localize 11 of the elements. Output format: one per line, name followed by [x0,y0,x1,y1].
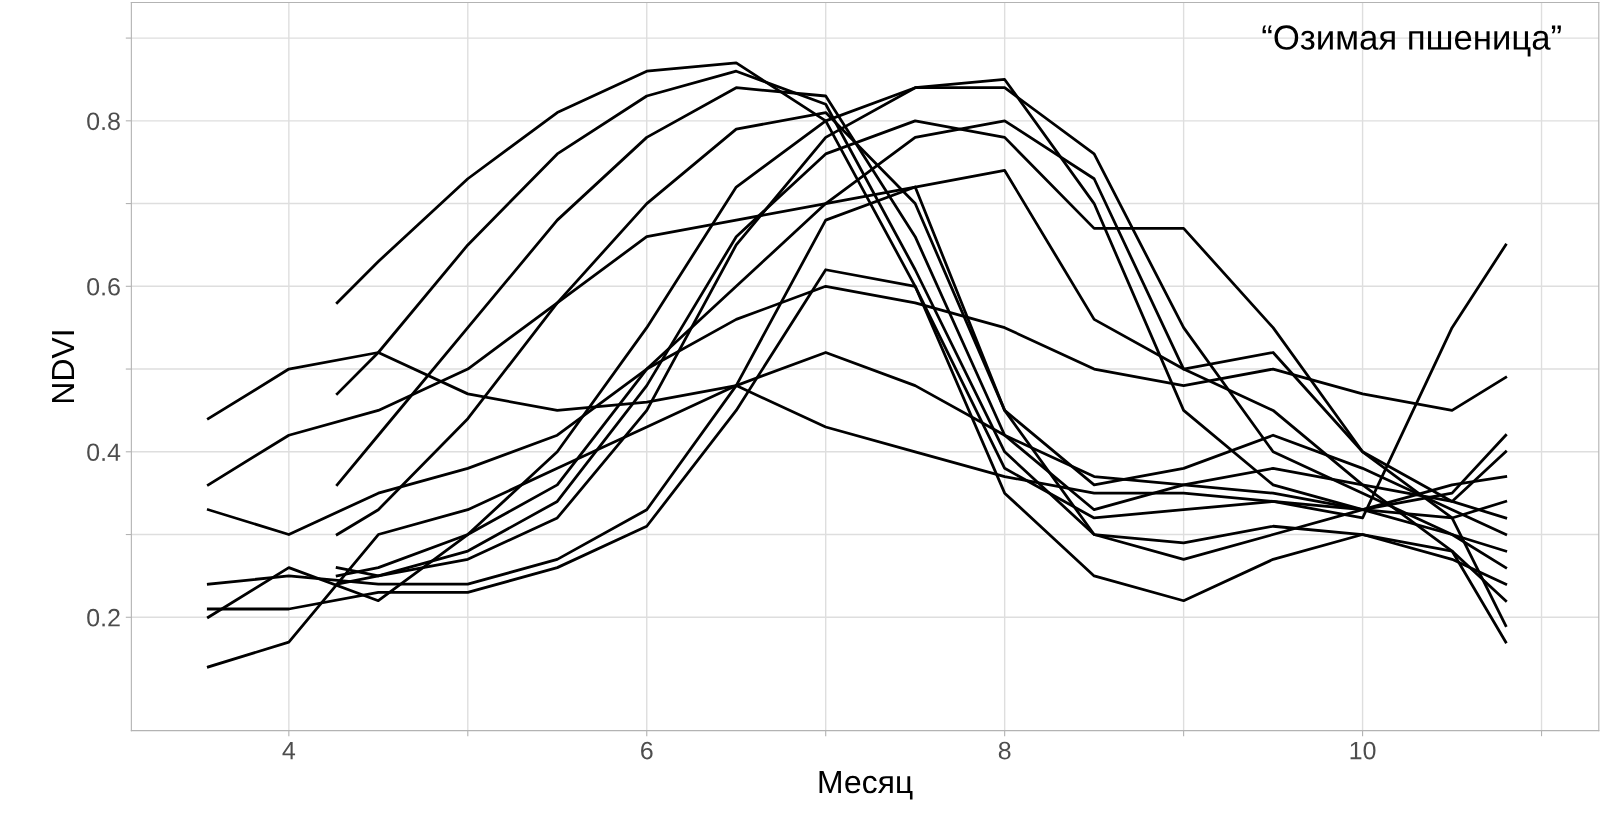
y-tick-label: 0.2 [87,608,120,627]
x-tick-label: 10 [1350,741,1376,760]
x-axis-title: Месяц [819,771,913,800]
x-tick-label: 8 [998,741,1011,760]
y-tick-label: 0.6 [87,277,120,296]
y-tick-label: 0.8 [87,112,120,131]
y-axis-title: NDVI [52,331,75,403]
x-tick-label: 6 [641,741,653,760]
x-tick-label: 4 [282,741,296,760]
annotation: “Озимая пшеница” [1262,25,1561,57]
y-tick-label: 0.4 [87,443,121,462]
